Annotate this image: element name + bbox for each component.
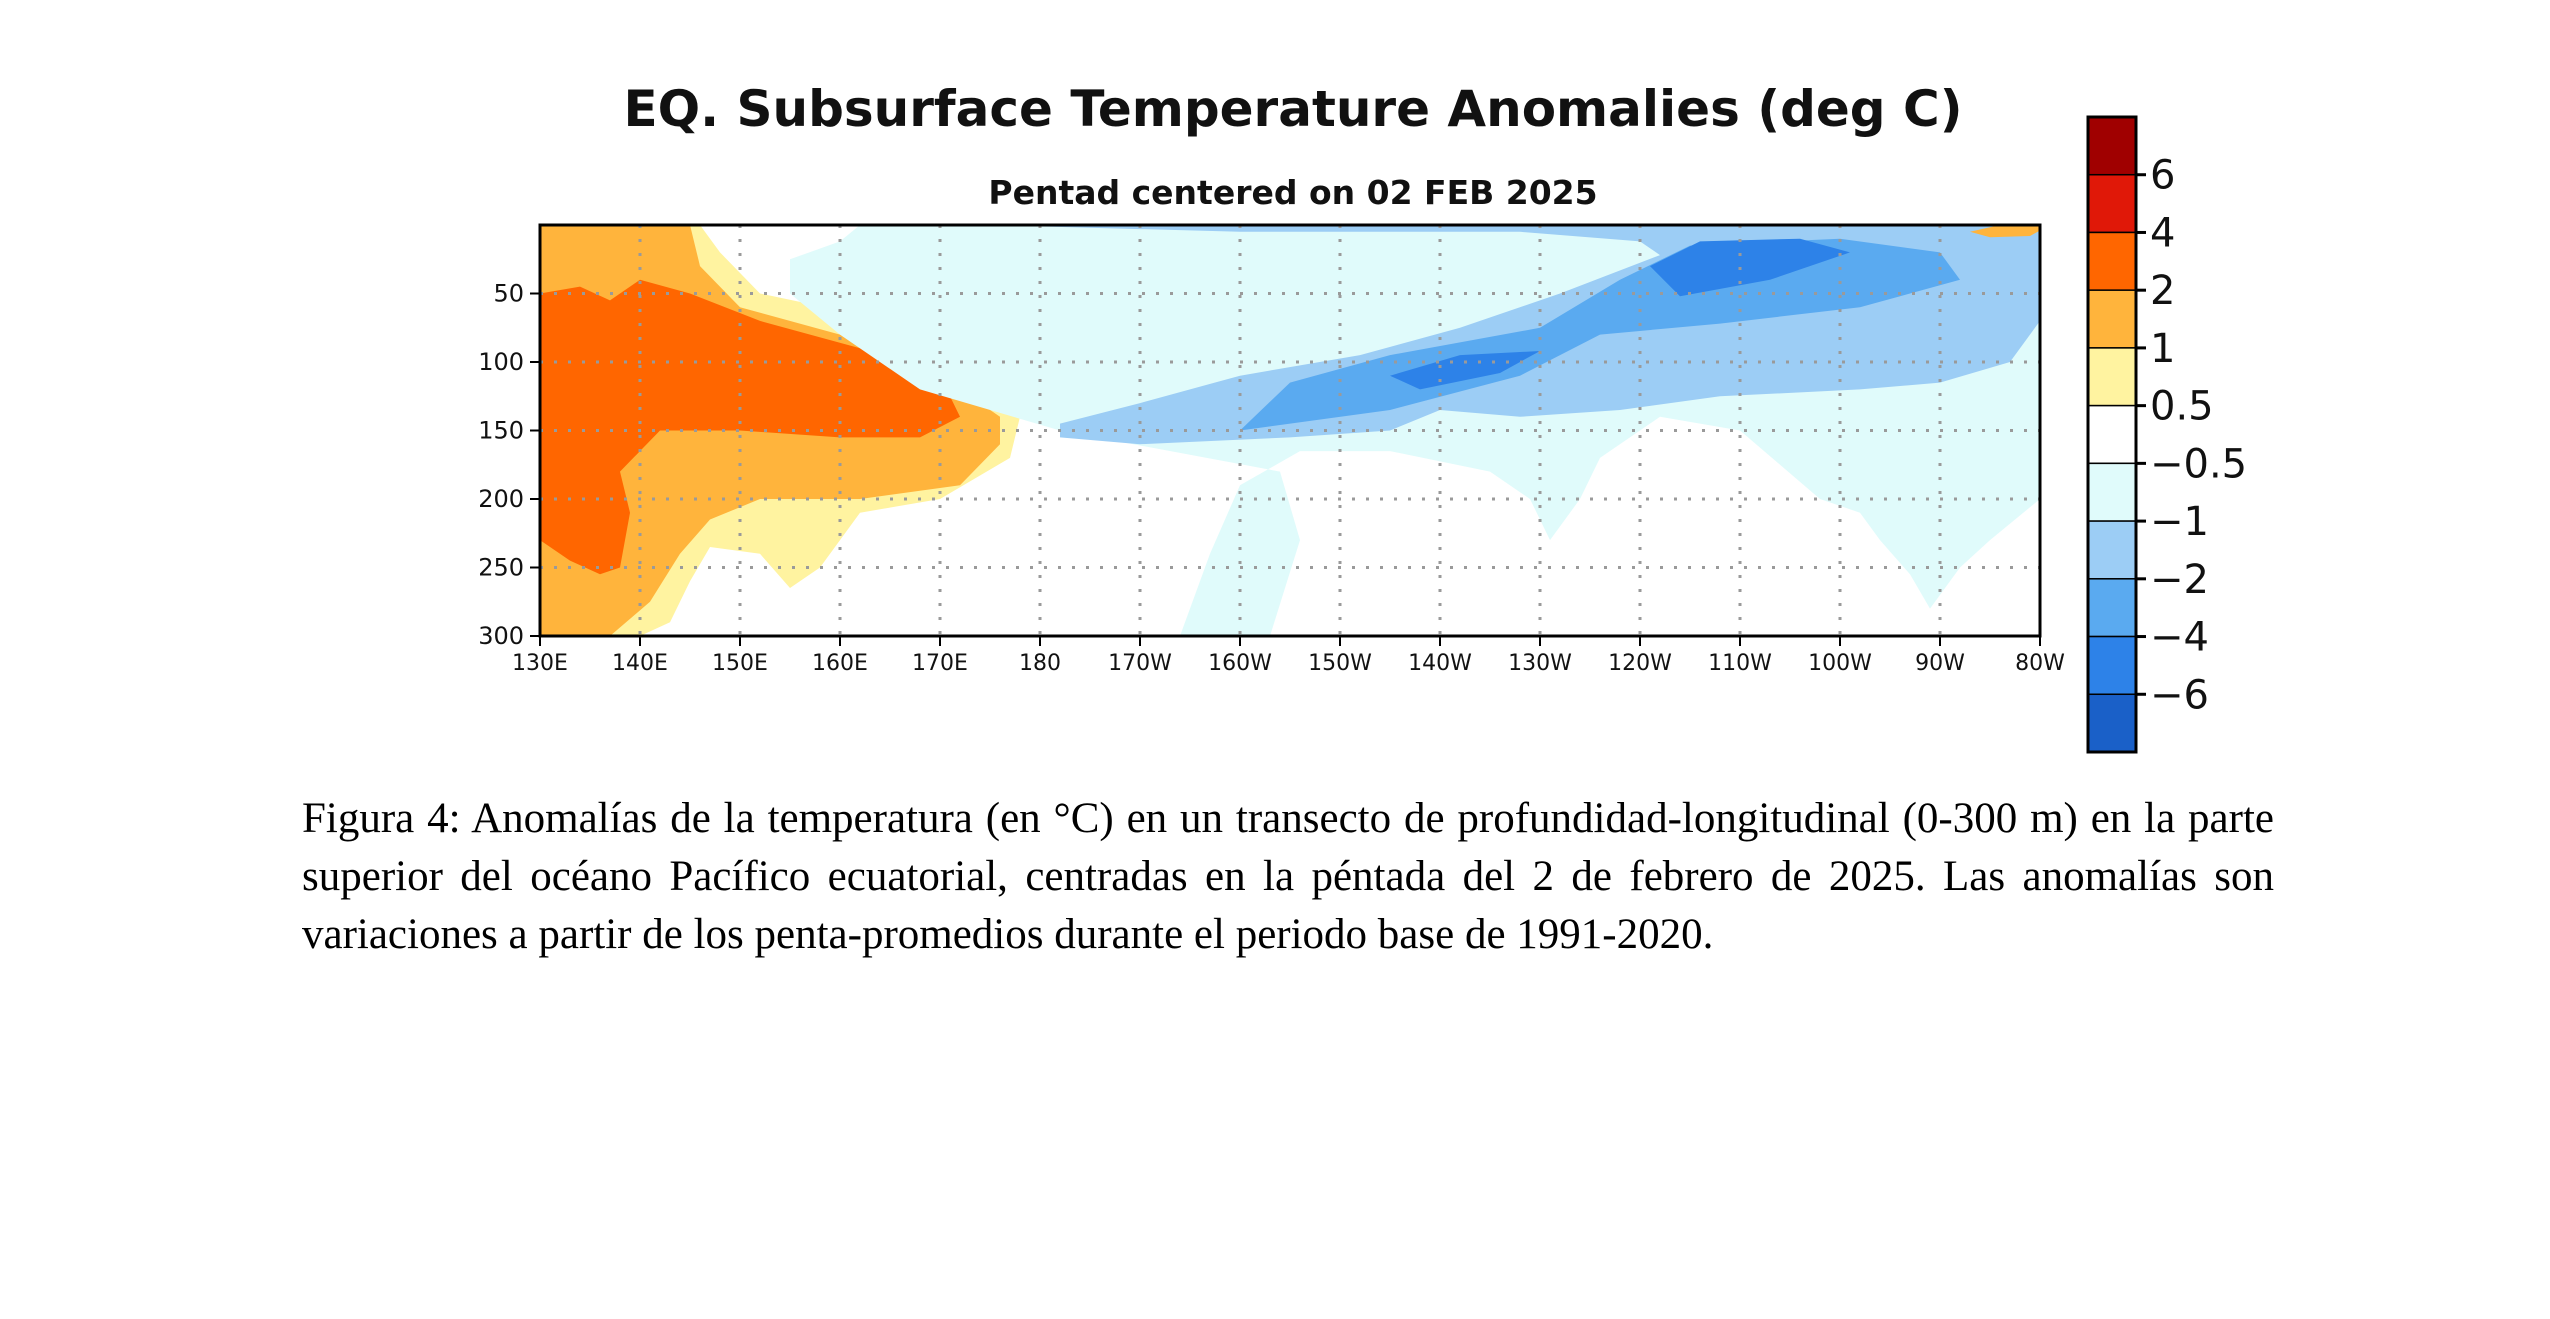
- x-tick-label: 140E: [612, 651, 668, 676]
- colorbar-label: −0.5: [2150, 441, 2247, 487]
- x-tick-label: 80W: [2015, 651, 2065, 676]
- colorbar-swatch: [2087, 347, 2137, 407]
- colorbar-label: −1: [2150, 499, 2209, 545]
- y-tick-label: 300: [478, 622, 524, 650]
- region-east-warm-patch: [1970, 225, 2040, 238]
- x-tick-label: 160E: [812, 651, 868, 676]
- x-tick-label: 90W: [1915, 651, 1965, 676]
- chart-title: EQ. Subsurface Temperature Anomalies (de…: [623, 80, 1962, 138]
- x-tick-label: 170W: [1108, 651, 1172, 676]
- colorbar-frame: [2086, 115, 2138, 754]
- colorbar-swatch: [2087, 116, 2137, 176]
- y-tick-label: 50: [493, 280, 524, 308]
- colorbar-swatch: [2087, 520, 2137, 580]
- x-tick-label: 140W: [1408, 651, 1472, 676]
- region-east-cool-core-b: [1390, 351, 1540, 390]
- x-tick-label: 150W: [1308, 651, 1372, 676]
- colorbar-swatch: [2087, 231, 2137, 291]
- colorbar: 6 4 2 1 0.5 −0.5 −1 −2 −4 −6: [2086, 115, 2247, 754]
- x-tick-label: 130E: [512, 651, 568, 676]
- x-tick-label: 170E: [912, 651, 968, 676]
- colorbar-label: 0.5: [2150, 384, 2214, 430]
- x-tick-label: 180: [1019, 651, 1061, 676]
- colorbar-swatch: [2087, 578, 2137, 638]
- y-tick-label: 250: [478, 554, 524, 582]
- colorbar-label: −2: [2150, 557, 2209, 603]
- x-tick-label: 130W: [1508, 651, 1572, 676]
- colorbar-label: −6: [2150, 672, 2209, 718]
- chart-subtitle: Pentad centered on 02 FEB 2025: [988, 173, 1597, 212]
- y-tick-label: 150: [478, 417, 524, 445]
- x-tick-label: 160W: [1208, 651, 1272, 676]
- colorbar-swatch: [2087, 462, 2137, 522]
- colorbar-swatch: [2087, 404, 2137, 465]
- region-east-cool-core-a: [1650, 238, 1850, 297]
- colorbar-swatch: [2087, 635, 2137, 696]
- x-axis: 130E 140E 150E 160E 170E 180 170W 160W 150W 140W 1…: [512, 636, 2065, 676]
- figure-caption: Figura 4: Anomalías de la temperatura (e…: [302, 795, 2274, 958]
- y-tick-label: 200: [478, 485, 524, 513]
- colorbar-swatch: [2087, 289, 2137, 349]
- colorbar-label: 6: [2150, 153, 2175, 199]
- colorbar-label: 4: [2150, 210, 2175, 256]
- x-tick-label: 100W: [1808, 651, 1872, 676]
- colorbar-swatch: [2087, 693, 2137, 753]
- colorbar-swatch: [2087, 173, 2137, 234]
- x-tick-label: 150E: [712, 651, 768, 676]
- colorbar-label: 2: [2150, 268, 2175, 314]
- colorbar-label: −4: [2150, 615, 2209, 661]
- x-tick-label: 120W: [1608, 651, 1672, 676]
- x-tick-label: 110W: [1708, 651, 1772, 676]
- colorbar-label: 1: [2150, 326, 2175, 372]
- region-west-warm-core: [540, 279, 960, 575]
- y-tick-label: 100: [478, 348, 524, 376]
- y-axis: 50 100 150 200 250 300: [478, 280, 540, 650]
